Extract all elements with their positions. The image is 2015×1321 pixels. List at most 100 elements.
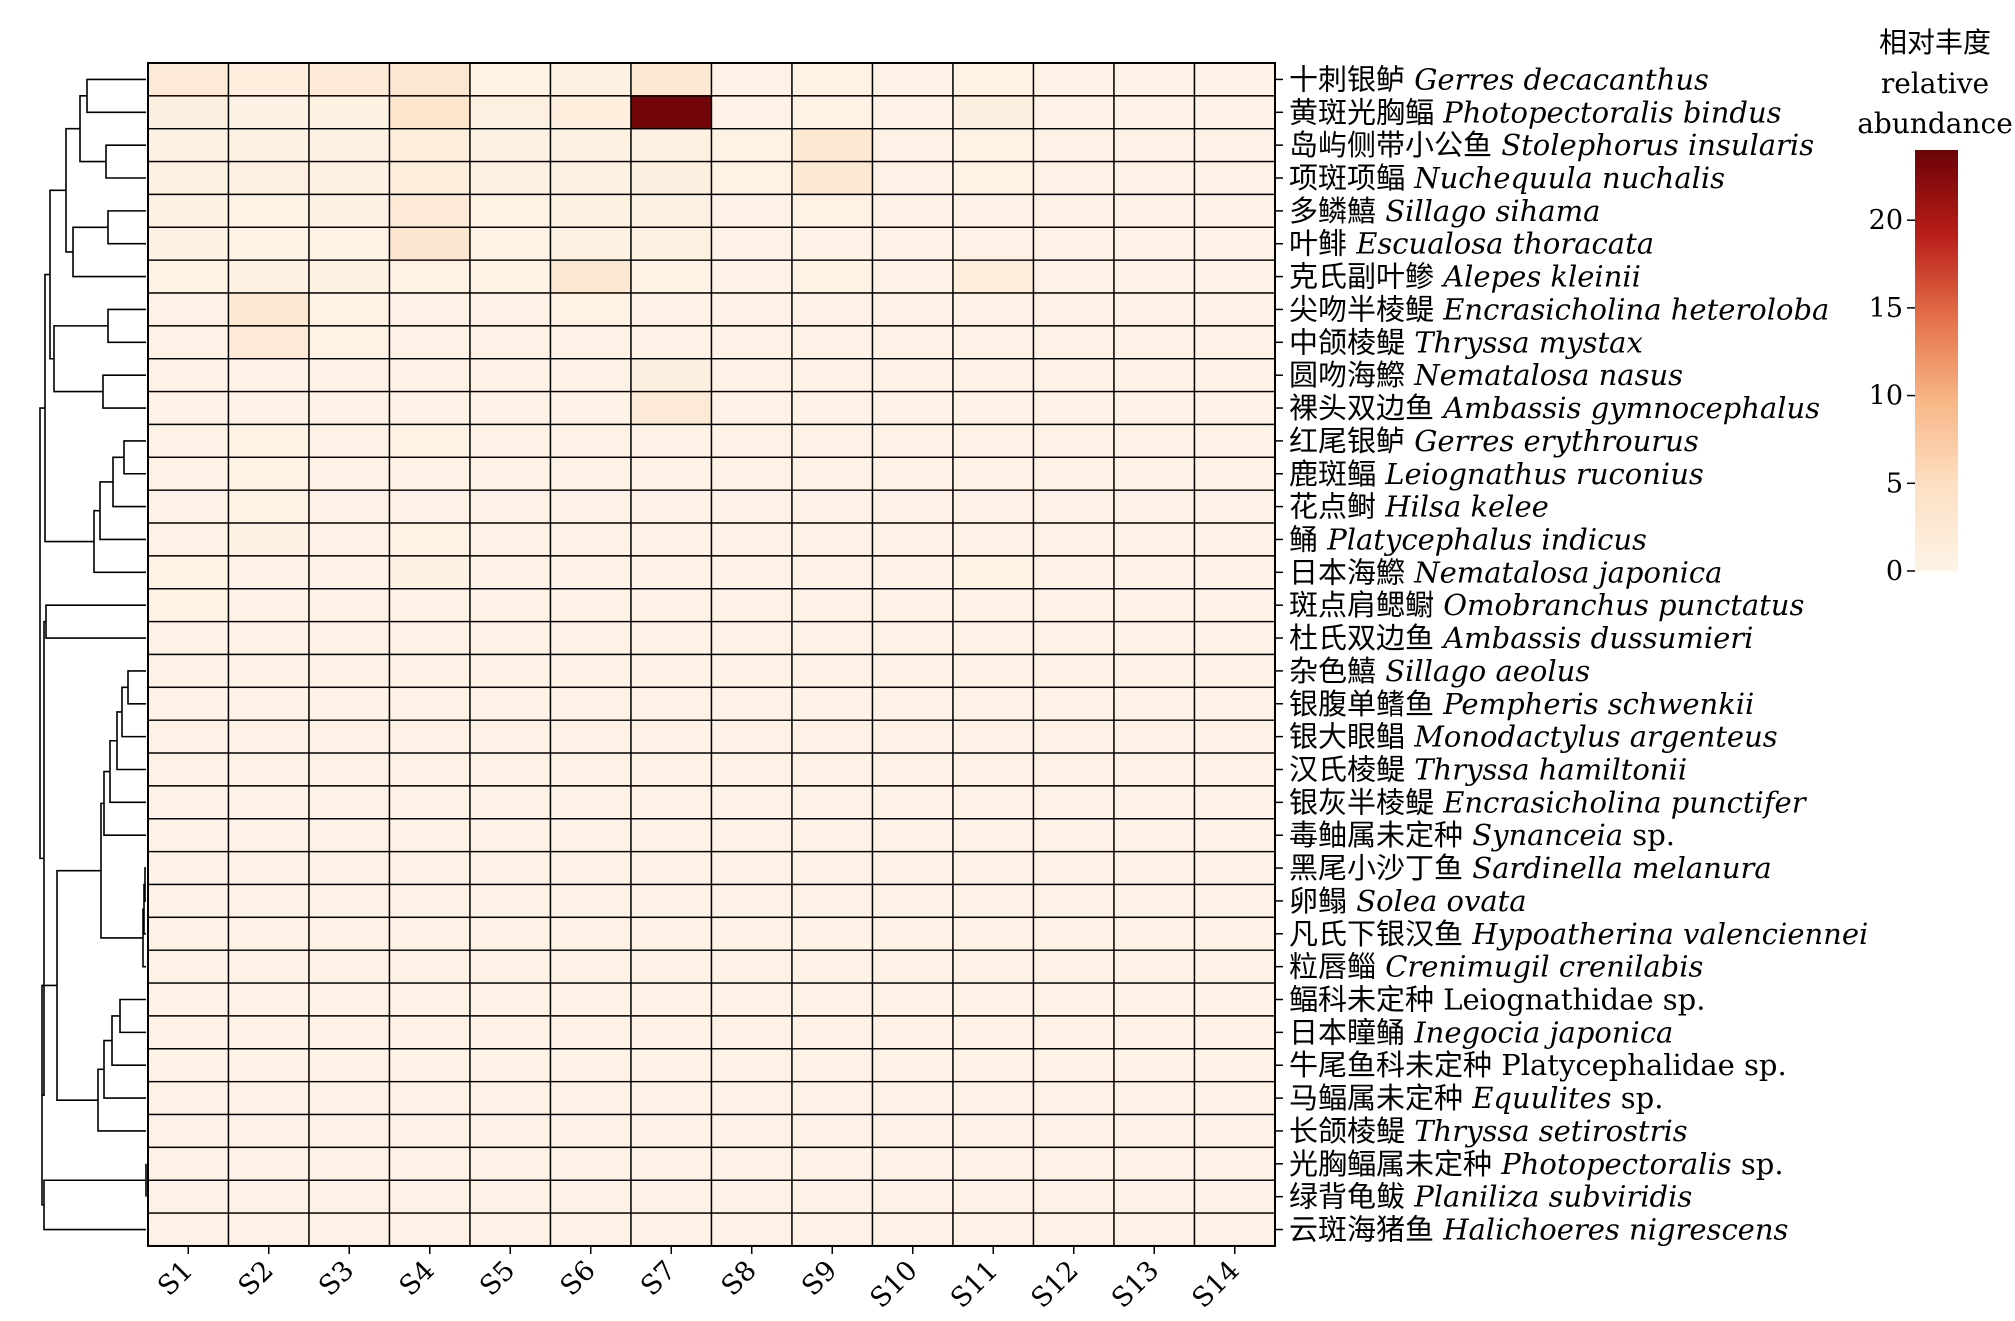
heatmap-cell	[227, 1080, 310, 1116]
heatmap-cell	[630, 292, 713, 327]
row-label: 长颌棱鳀 Thryssa setirostris	[1289, 1114, 1688, 1148]
heatmap-cell	[791, 193, 874, 229]
heatmap-cell	[1113, 358, 1196, 393]
heatmap-cell	[1193, 588, 1276, 623]
heatmap-cell	[791, 259, 874, 294]
heatmap-cell	[1193, 916, 1276, 951]
heatmap-cell	[308, 456, 391, 491]
heatmap-cell	[871, 226, 954, 261]
heatmap-cell	[952, 982, 1035, 1017]
heatmap-cell	[871, 1212, 954, 1247]
heatmap-cell	[1032, 949, 1115, 984]
heatmap-cell	[469, 752, 552, 787]
heatmap-cell	[147, 653, 230, 689]
heatmap-cell	[147, 818, 230, 853]
dendrogram-link	[119, 998, 146, 1034]
heatmap-cell	[227, 1048, 310, 1083]
heatmap-cell	[1032, 1015, 1115, 1050]
heatmap-cell	[388, 423, 471, 459]
dendrogram-link	[99, 481, 146, 541]
heatmap-cell	[710, 982, 793, 1017]
heatmap-cell	[630, 1048, 713, 1083]
heatmap-cell	[791, 456, 874, 491]
heatmap-cell	[710, 653, 793, 689]
row-label: 马鲾属未定种 Equulites sp.	[1289, 1081, 1663, 1115]
row-label-latin: Nuchequula nuchalis	[1413, 161, 1725, 195]
heatmap-cell	[630, 1179, 713, 1214]
heatmap-cell	[469, 883, 552, 919]
heatmap-cell	[388, 456, 471, 491]
row-label-latin: Gerres erythrourus	[1414, 424, 1698, 458]
heatmap-cell	[1113, 456, 1196, 491]
heatmap-cell	[1032, 785, 1115, 820]
column-label: S10	[864, 1255, 923, 1314]
row-label: 鲬 Platycephalus indicus	[1289, 522, 1647, 556]
heatmap-cell	[952, 785, 1035, 820]
heatmap-cell	[791, 850, 874, 886]
heatmap-cell	[549, 555, 632, 590]
heatmap-cell	[1193, 489, 1276, 524]
row-label: 尖吻半棱鳀 Encrasicholina heteroloba	[1289, 292, 1829, 326]
heatmap-cell	[630, 719, 713, 754]
heatmap-cell	[1113, 916, 1196, 951]
dendrogram-link	[49, 189, 66, 360]
row-label-latin: Omobranchus punctatus	[1443, 588, 1804, 622]
heatmap-cell	[227, 62, 310, 97]
heatmap-cell	[227, 883, 310, 919]
heatmap-cell	[630, 95, 713, 130]
heatmap-cell	[388, 226, 471, 261]
row-label: 鲾科未定种 Leiognathidae sp.	[1289, 983, 1705, 1017]
heatmap-cell	[952, 325, 1035, 360]
heatmap-cell	[147, 850, 230, 886]
heatmap-cell	[227, 226, 310, 261]
heatmap-cell	[549, 62, 632, 97]
heatmap-cell	[791, 686, 874, 721]
heatmap-cell	[308, 1212, 391, 1247]
heatmap-cell	[871, 719, 954, 754]
row-label-latin: Stolephorus insularis	[1501, 128, 1814, 162]
colorbar-gradient	[1915, 150, 1958, 571]
dendrogram-link	[103, 1039, 146, 1099]
row-label-latin: Hypoatherina valenciennei	[1471, 917, 1868, 951]
heatmap-cell	[469, 423, 552, 459]
row-label-cn: 鲬	[1289, 522, 1327, 556]
row-label: 银大眼鲳 Monodactylus argenteus	[1289, 720, 1778, 754]
heatmap-cell	[1113, 883, 1196, 919]
heatmap-cell	[1032, 555, 1115, 590]
dendrogram-link	[43, 1179, 146, 1231]
row-label-latin: Leiognathidae sp.	[1443, 983, 1705, 1017]
heatmap-cell	[147, 555, 230, 590]
heatmap-cell	[549, 1146, 632, 1181]
colorbar: 相对丰度 relative abundance 0 5 10 15 20	[1857, 26, 2013, 587]
heatmap-cell	[791, 620, 874, 656]
heatmap-cell	[227, 390, 310, 426]
heatmap-cell	[1193, 1080, 1276, 1116]
heatmap-cell	[710, 1212, 793, 1247]
heatmap-cell	[791, 916, 874, 951]
heatmap-cell	[1193, 1212, 1276, 1247]
heatmap-cell	[952, 588, 1035, 623]
heatmap-cell	[469, 128, 552, 163]
heatmap-cell	[871, 588, 954, 623]
row-label-latin: Ambassis dussumieri	[1440, 621, 1753, 655]
heatmap-cell	[549, 818, 632, 853]
heatmap-cell	[1193, 620, 1276, 656]
row-label: 卵鳎 Solea ovata	[1289, 884, 1527, 918]
heatmap-cell	[630, 1146, 713, 1181]
heatmap-cell	[147, 226, 230, 261]
heatmap-cell	[1113, 949, 1196, 984]
heatmap-cell	[147, 982, 230, 1017]
heatmap-cell	[469, 292, 552, 327]
heatmap-cell	[871, 358, 954, 393]
heatmap-cell	[1193, 95, 1276, 130]
heatmap-cell	[791, 719, 874, 754]
heatmap-cell	[147, 128, 230, 163]
heatmap-cell	[1032, 982, 1115, 1017]
heatmap-cell	[308, 719, 391, 754]
row-tick-marks	[1275, 78, 1283, 1231]
column-label: S6	[555, 1255, 602, 1302]
heatmap-cell	[630, 850, 713, 886]
row-label-latin: Thryssa setirostris	[1414, 1114, 1687, 1148]
heatmap-cell	[227, 982, 310, 1017]
